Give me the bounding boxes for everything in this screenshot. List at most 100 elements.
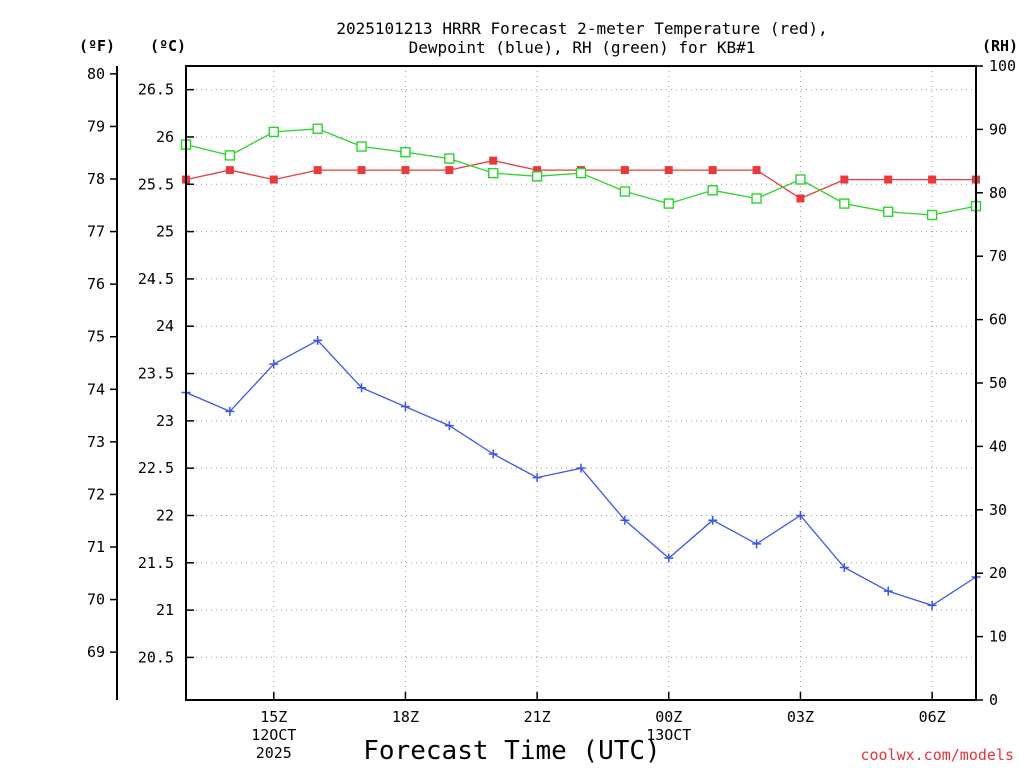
dewpoint-point (400, 402, 410, 412)
fahrenheit-tick-label: 71 (87, 538, 105, 556)
dewpoint-point (488, 449, 498, 459)
rh-point (575, 167, 587, 179)
temperature-point (884, 175, 893, 184)
rh-point (488, 167, 499, 179)
temperature-point (313, 166, 322, 175)
celsius-tick-label: 21 (156, 601, 174, 619)
rh-point (751, 193, 762, 204)
rh-point (883, 206, 894, 218)
dewpoint-point (269, 359, 279, 369)
x-tick-label: 2025 (256, 744, 292, 762)
fahrenheit-tick-label: 74 (87, 380, 105, 398)
rh-point (224, 150, 236, 161)
rh-point (312, 123, 323, 134)
dewpoint-point (620, 515, 630, 525)
rh-tick-label: 40 (989, 437, 1007, 455)
celsius-tick-label: 24 (156, 317, 174, 335)
rh-tick-label: 100 (989, 57, 1016, 75)
rh-tick-label: 60 (989, 311, 1007, 329)
dewpoint-point (225, 406, 235, 416)
fahrenheit-tick-label: 76 (87, 275, 105, 293)
rh-tick-label: 50 (989, 374, 1007, 392)
x-tick-label: 15Z (260, 708, 287, 726)
celsius-tick-label: 24.5 (138, 270, 174, 288)
x-axis-title: Forecast Time (UTC) (363, 736, 660, 766)
celsius-tick-label: 23.5 (138, 365, 174, 383)
temperature-point (708, 166, 717, 175)
dewpoint-point (752, 539, 762, 549)
celsius-tick-label: 22 (156, 506, 174, 524)
rh-tick-label: 80 (989, 184, 1007, 202)
temperature-point (489, 156, 498, 165)
rh-tick-label: 20 (989, 564, 1007, 582)
rh-tick-label: 70 (989, 247, 1007, 265)
celsius-unit-label: (ºC) (150, 37, 186, 55)
rh-point (839, 198, 850, 209)
celsius-tick-label: 25 (156, 223, 174, 241)
rh-point (400, 147, 411, 158)
rh-point (926, 209, 938, 221)
dewpoint-point (708, 515, 718, 525)
dewpoint-point (927, 600, 937, 610)
fahrenheit-unit-label: (ºF) (79, 37, 115, 55)
temperature-point (445, 166, 454, 175)
fahrenheit-tick-label: 78 (87, 170, 105, 188)
temperature-point (225, 166, 234, 175)
rh-tick-label: 90 (989, 120, 1007, 138)
x-tick-label: 00Z (655, 708, 682, 726)
celsius-tick-label: 21.5 (138, 554, 174, 572)
chart-title-line-2: Dewpoint (blue), RH (green) for KB#1 (409, 38, 756, 57)
fahrenheit-tick-label: 73 (87, 433, 105, 451)
rh-point (356, 141, 367, 152)
rh-point (444, 153, 455, 164)
x-tick-label: 21Z (524, 708, 551, 726)
dewpoint-point (444, 421, 454, 431)
fahrenheit-tick-label: 72 (87, 485, 105, 503)
dewpoint-point (532, 473, 542, 483)
temperature-point (752, 166, 761, 175)
axes-layer: 69 70 71 72 73 74 75 76 77 78 79 80 20.5 21 21.5 22 22.5… (87, 57, 1016, 762)
fahrenheit-tick-label: 69 (87, 643, 105, 661)
credit-text: coolwx.com/models (860, 746, 1014, 764)
rh-point (795, 174, 806, 185)
celsius-tick-label: 25.5 (138, 175, 174, 193)
temperature-point (928, 175, 937, 184)
fahrenheit-tick-label: 80 (87, 65, 105, 83)
dewpoint-point (357, 383, 367, 393)
x-tick-label: 12OCT (251, 726, 296, 744)
temperature-point (533, 166, 542, 175)
rh-point (707, 185, 718, 196)
fahrenheit-tick-label: 75 (87, 328, 105, 346)
dewpoint-point (664, 553, 674, 563)
temperature-point (796, 194, 805, 203)
temperature-point (401, 166, 410, 175)
dewpoint-point (313, 335, 323, 345)
fahrenheit-tick-label: 77 (87, 223, 105, 241)
temperature-point (620, 166, 629, 175)
rh-point (268, 126, 279, 138)
rh-tick-label: 30 (989, 501, 1007, 519)
dewpoint-line (185, 339, 977, 607)
temperature-point (840, 175, 849, 184)
fahrenheit-tick-label: 79 (87, 117, 105, 135)
chart-title-line-1: 2025101213 HRRR Forecast 2-meter Tempera… (336, 19, 827, 38)
dewpoint-point (839, 563, 849, 573)
x-tick-label: 18Z (392, 708, 419, 726)
fahrenheit-tick-label: 70 (87, 591, 105, 609)
x-tick-label: 13OCT (646, 726, 691, 744)
x-tick-label: 06Z (919, 708, 946, 726)
rh-point (663, 198, 674, 209)
series-layer (180, 123, 982, 610)
temperature-point (269, 175, 278, 184)
dewpoint-point (883, 586, 893, 596)
dewpoint-point (795, 510, 805, 520)
rh-tick-label: 10 (989, 628, 1007, 646)
celsius-tick-label: 26.5 (138, 81, 174, 99)
temperature-point (357, 166, 366, 175)
rh-point (531, 171, 543, 182)
x-tick-label: 03Z (787, 708, 814, 726)
celsius-tick-label: 23 (156, 412, 174, 430)
plot-frame (185, 65, 977, 701)
grid-layer (186, 66, 976, 700)
